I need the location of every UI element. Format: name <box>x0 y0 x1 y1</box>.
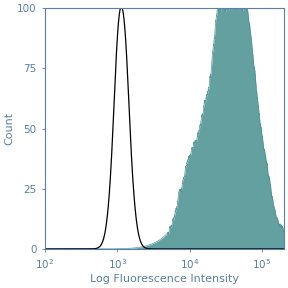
Y-axis label: Count: Count <box>4 112 14 145</box>
X-axis label: Log Fluorescence Intensity: Log Fluorescence Intensity <box>90 274 239 284</box>
